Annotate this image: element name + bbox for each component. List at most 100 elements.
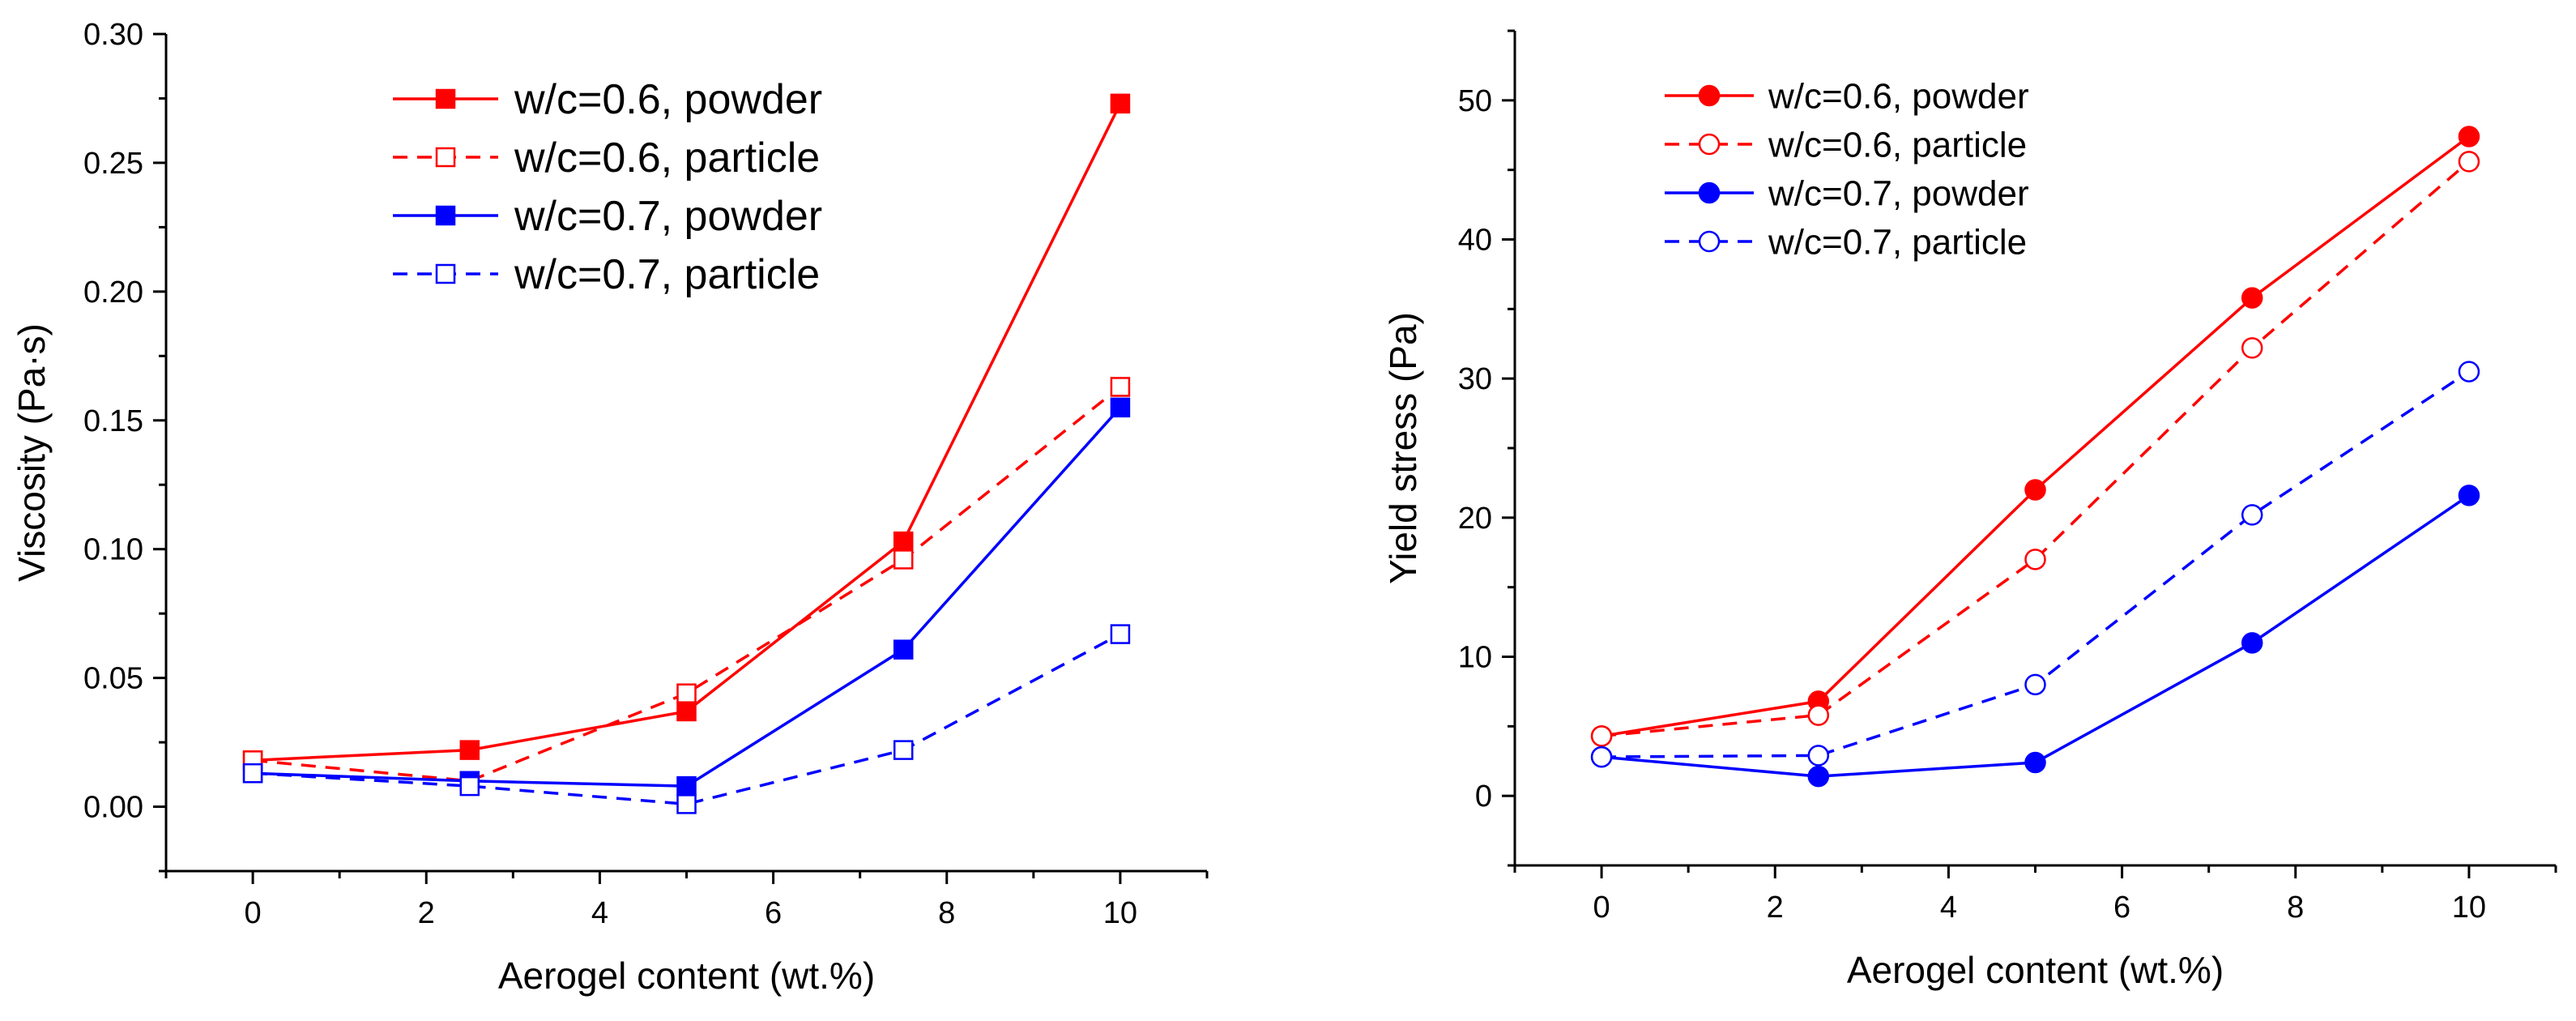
data-point (2024, 549, 2046, 570)
series-2 (1590, 151, 2480, 747)
x-tick-label: 4 (1940, 891, 1957, 925)
x-tick-label: 2 (418, 896, 435, 930)
x-tick-label: 4 (591, 896, 608, 930)
legend-swatch-marker (435, 205, 456, 226)
legend: w/c=0.6, powder w/c=0.6, particle w/c=0.7,… (393, 76, 822, 298)
y-tick-label: 0.10 (83, 533, 143, 567)
legend-label: w/c=0.7, particle (1768, 222, 2027, 262)
data-point (893, 639, 914, 660)
legend-item: w/c=0.7, powder (393, 193, 822, 240)
x-tick-label: 10 (2452, 891, 2486, 925)
legend-swatch-marker (1698, 230, 1721, 253)
data-point (2458, 485, 2480, 506)
data-point (1110, 624, 1131, 644)
legend-label: w/c=0.6, particle (1768, 125, 2027, 164)
data-point (893, 740, 914, 760)
x-tick-label: 0 (1593, 891, 1610, 925)
data-point (2458, 361, 2480, 382)
series-line (252, 633, 1121, 806)
data-point (2241, 287, 2263, 309)
data-point (459, 740, 480, 760)
y-tick-label: 50 (1458, 84, 1492, 118)
data-point (2024, 751, 2046, 774)
legend-swatch-marker (435, 263, 456, 284)
data-point (2024, 673, 2046, 696)
data-point (893, 549, 914, 570)
y-tick-label: 0.25 (83, 147, 143, 181)
data-point (1590, 745, 1613, 768)
y-tick-label: 40 (1458, 224, 1492, 258)
x-tick-label: 10 (1103, 896, 1137, 930)
data-point (2024, 479, 2046, 501)
data-point (1807, 765, 1830, 788)
legend-item: w/c=0.7, particle (1665, 222, 2027, 262)
data-point (2458, 126, 2480, 147)
legend-item: w/c=0.6, particle (393, 135, 820, 182)
data-point (1110, 93, 1131, 114)
data-point (1110, 377, 1131, 397)
legend-label: w/c=0.7, particle (514, 251, 820, 298)
legend-item: w/c=0.6, powder (1665, 76, 2029, 116)
data-point (676, 683, 697, 703)
series-4 (1590, 361, 2480, 768)
x-axis-label: Aerogel content (wt.%) (1847, 949, 2224, 991)
y-tick-label: 0.00 (83, 791, 143, 825)
series-3 (1590, 485, 2480, 788)
legend-item: w/c=0.6, powder (393, 76, 822, 123)
y-tick-label: 0 (1475, 780, 1492, 814)
legend: w/c=0.6, powder w/c=0.6, particle w/c=0.7,… (1665, 76, 2029, 262)
x-tick-label: 6 (2113, 891, 2130, 925)
series-line (1601, 135, 2470, 738)
y-axis-label: Viscosity (Pa·s) (11, 323, 53, 582)
legend-swatch-marker (1698, 84, 1721, 107)
y-tick-label: 0.05 (83, 662, 143, 696)
data-point (2241, 632, 2263, 654)
y-axis-label: Yield stress (Pa) (1382, 312, 1424, 584)
x-tick-label: 6 (765, 896, 782, 930)
data-point (676, 794, 697, 814)
legend-item: w/c=0.7, powder (1665, 173, 2029, 213)
x-tick-label: 8 (938, 896, 955, 930)
data-point (2241, 337, 2263, 359)
y-tick-label: 0.15 (83, 404, 143, 438)
y-tick-label: 0.20 (83, 276, 143, 310)
x-axis-label: Aerogel content (wt.%) (498, 955, 875, 997)
data-point (2458, 151, 2480, 173)
data-point (676, 775, 697, 797)
data-point (1590, 725, 1613, 747)
x-tick-label: 2 (1767, 891, 1784, 925)
series-1 (1590, 126, 2480, 747)
legend-label: w/c=0.6, particle (514, 135, 820, 182)
data-point (1807, 745, 1830, 767)
y-tick-label: 10 (1458, 641, 1492, 675)
data-point (676, 701, 697, 722)
legend-label: w/c=0.7, powder (1768, 173, 2029, 213)
y-tick-label: 0.30 (83, 18, 143, 52)
series-line (1601, 493, 2470, 778)
data-point (893, 531, 914, 552)
data-point (2241, 504, 2263, 526)
legend-item: w/c=0.7, particle (393, 251, 820, 298)
legend-swatch-marker (435, 147, 456, 168)
x-tick-label: 0 (245, 896, 262, 930)
series-line (253, 406, 1122, 788)
data-point (242, 763, 263, 784)
yield-stress-chart: 0 2 4 6 8 10 0 10 20 30 40 50 Aerogel content (wt.%)… (1382, 29, 2557, 991)
legend-label: w/c=0.7, powder (514, 193, 822, 240)
series-4 (242, 624, 1131, 814)
y-tick-label: 20 (1458, 502, 1492, 536)
series-line (1601, 160, 2471, 738)
series-line (252, 386, 1122, 783)
data-point (1807, 704, 1830, 726)
legend-swatch-marker (1698, 133, 1721, 156)
legend-swatch-marker (1698, 182, 1721, 204)
x-tick-label: 8 (2287, 891, 2304, 925)
series-2 (242, 377, 1131, 792)
series-3 (242, 397, 1131, 797)
data-point (459, 775, 480, 797)
data-point (1110, 397, 1131, 418)
legend-label: w/c=0.6, powder (514, 76, 822, 123)
legend-item: w/c=0.6, particle (1665, 125, 2027, 164)
viscosity-chart: 0 2 4 6 8 10 0.00 0.05 0.10 0.15 0.20 0.25 0.30 Aerog… (11, 18, 1209, 997)
